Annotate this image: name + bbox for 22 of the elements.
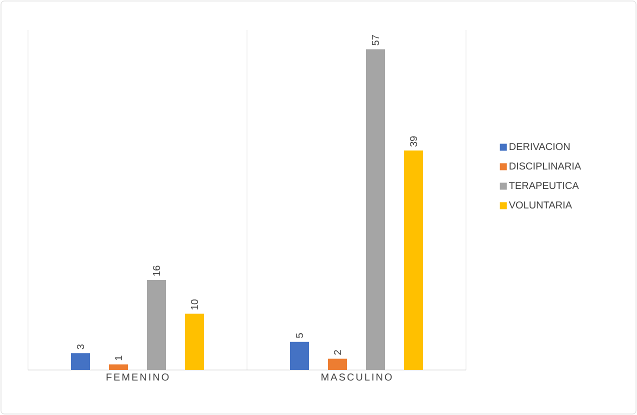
bar bbox=[290, 342, 309, 370]
legend-label: VOLUNTARIA bbox=[508, 201, 572, 209]
data-label: 5 bbox=[296, 333, 303, 338]
data-label: 3 bbox=[76, 344, 84, 350]
x-tick-label: MASCULINO bbox=[322, 374, 392, 381]
bar bbox=[404, 150, 423, 370]
bar bbox=[366, 49, 385, 370]
data-label: 1 bbox=[115, 356, 122, 360]
bar bbox=[185, 314, 204, 370]
bar bbox=[109, 364, 128, 370]
data-label: 16 bbox=[152, 266, 160, 276]
legend-label: TERAPEUTICA bbox=[509, 182, 579, 190]
bar bbox=[71, 353, 90, 370]
bar bbox=[328, 358, 348, 370]
legend-label: DISCIPLINARIA bbox=[510, 162, 582, 170]
data-label: 57 bbox=[372, 35, 379, 46]
legend-label: DERIVACION bbox=[510, 143, 570, 150]
data-label: 10 bbox=[190, 299, 198, 310]
x-tick-label: FEMENINO bbox=[106, 374, 169, 381]
data-label: 39 bbox=[410, 136, 418, 147]
bar bbox=[147, 280, 166, 370]
data-label: 2 bbox=[334, 350, 341, 355]
